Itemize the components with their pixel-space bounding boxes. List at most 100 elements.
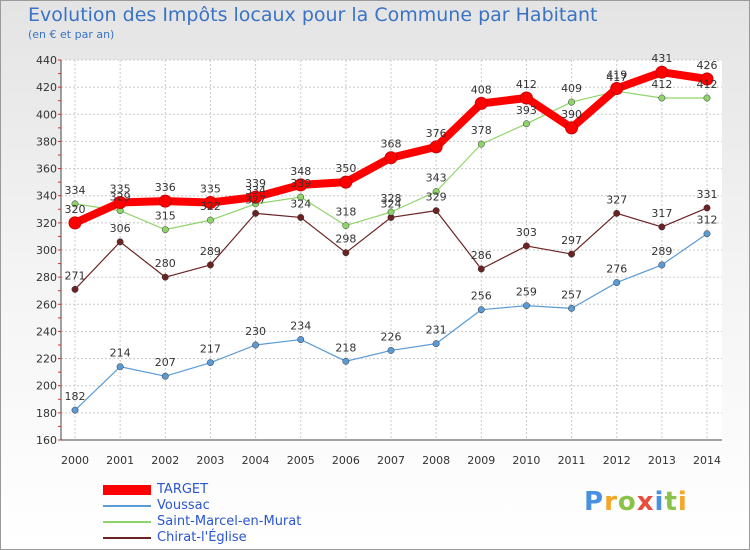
data-label: 343 [426, 172, 447, 185]
data-point [432, 207, 440, 215]
y-tick-label: 180 [36, 407, 57, 420]
x-tick-label: 2007 [377, 454, 405, 467]
data-label: 393 [516, 104, 537, 117]
data-point [206, 216, 214, 224]
data-label: 280 [155, 257, 176, 270]
y-tick-label: 200 [36, 380, 57, 393]
data-point [342, 222, 350, 230]
data-label: 312 [697, 214, 718, 227]
data-label: 322 [200, 200, 221, 213]
data-label: 327 [606, 193, 627, 206]
x-tick-label: 2000 [61, 454, 89, 467]
legend-swatch [103, 520, 151, 523]
data-label: 334 [245, 184, 266, 197]
data-point [429, 140, 443, 154]
data-point [703, 94, 711, 102]
data-point [477, 140, 485, 148]
data-label: 412 [516, 78, 537, 91]
data-label: 417 [606, 71, 627, 84]
data-point [113, 196, 127, 209]
data-point [700, 72, 714, 86]
data-point [297, 193, 305, 201]
data-label: 336 [155, 181, 176, 194]
data-point [658, 223, 666, 231]
data-label: 419 [606, 69, 627, 82]
data-point [252, 209, 260, 217]
data-label: 303 [516, 226, 537, 239]
data-point [432, 188, 440, 196]
data-point [384, 151, 398, 165]
x-tick-label: 2011 [558, 454, 586, 467]
data-label: 318 [335, 206, 356, 219]
data-point [203, 196, 217, 209]
x-tick-label: 2013 [648, 454, 676, 467]
data-label: 329 [110, 191, 131, 204]
x-tick-label: 2009 [467, 454, 495, 467]
data-label: 339 [245, 177, 266, 190]
data-point [568, 98, 576, 106]
data-point [519, 91, 533, 105]
y-tick-label: 160 [36, 434, 57, 447]
data-label: 217 [200, 343, 221, 356]
chart-subtitle: (en € et par an) [28, 28, 115, 41]
y-tick-label: 220 [36, 353, 57, 366]
logo-letter: t [664, 487, 678, 517]
data-point [206, 261, 214, 269]
data-label: 409 [561, 82, 582, 95]
data-label: 378 [471, 124, 492, 137]
y-tick-label: 440 [36, 54, 57, 67]
data-label: 368 [381, 138, 402, 151]
proxiti-logo: Proxiti [584, 487, 688, 517]
data-point [477, 265, 485, 273]
legend-swatch [103, 504, 151, 507]
data-point [252, 341, 260, 349]
data-point [116, 363, 124, 371]
data-point [71, 285, 79, 293]
data-label: 408 [471, 83, 492, 96]
y-tick-label: 320 [36, 217, 57, 230]
logo-letter: P [584, 487, 605, 517]
data-label: 306 [110, 222, 131, 235]
data-label: 257 [561, 288, 582, 301]
data-point [342, 249, 350, 257]
data-label: 329 [426, 191, 447, 204]
data-point [658, 94, 666, 102]
legend-swatch [103, 484, 151, 495]
data-point [477, 306, 485, 314]
data-point [387, 346, 395, 354]
data-label: 431 [651, 52, 672, 65]
data-point [568, 304, 576, 312]
legend-item-saint-marcel: Saint-Marcel-en-Murat [103, 514, 301, 529]
data-point [432, 340, 440, 348]
x-tick-label: 2008 [422, 454, 450, 467]
data-label: 218 [335, 341, 356, 354]
data-label: 259 [516, 286, 537, 299]
data-label: 234 [290, 320, 311, 333]
data-point [658, 261, 666, 269]
data-point [613, 209, 621, 217]
data-point [71, 406, 79, 414]
legend-label: Voussac [157, 498, 210, 513]
data-point [565, 121, 579, 135]
data-label: 390 [561, 108, 582, 121]
legend-item-chirat: Chirat-l'Église [103, 530, 247, 545]
data-point [161, 372, 169, 380]
x-tick-label: 2012 [603, 454, 631, 467]
x-tick-label: 2006 [332, 454, 360, 467]
legend-item-target: TARGET [103, 482, 208, 497]
data-label: 289 [651, 245, 672, 258]
data-label: 324 [381, 197, 402, 210]
data-label: 335 [110, 183, 131, 196]
x-tick-label: 2003 [196, 454, 224, 467]
data-label: 214 [110, 347, 131, 360]
y-tick-label: 240 [36, 325, 57, 338]
data-label: 298 [335, 233, 356, 246]
data-label: 335 [200, 183, 221, 196]
x-tick-label: 2001 [106, 454, 134, 467]
y-tick-label: 360 [36, 163, 57, 176]
x-tick-label: 2010 [512, 454, 540, 467]
logo-letter: i [677, 487, 688, 517]
y-tick-label: 260 [36, 298, 57, 311]
x-tick-label: 2002 [151, 454, 179, 467]
